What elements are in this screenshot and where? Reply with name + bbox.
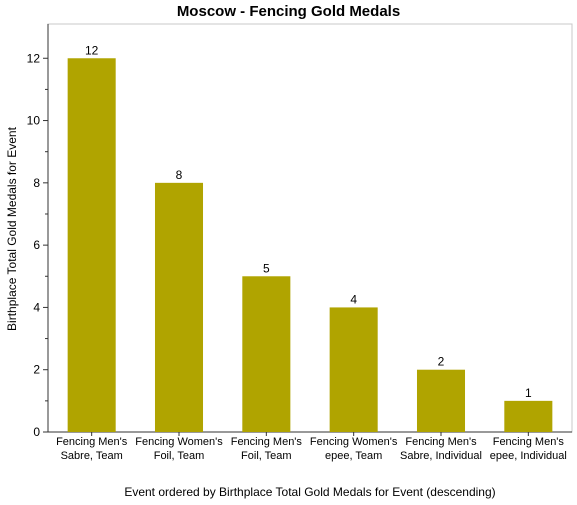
x-tick-label: Fencing Men's (493, 436, 565, 448)
x-tick-label: Fencing Women's (310, 436, 398, 448)
y-tick-label: 10 (27, 114, 41, 128)
bar (154, 182, 204, 432)
bar-value-label: 12 (85, 43, 99, 57)
x-tick-label: epee, Individual (490, 450, 567, 462)
x-tick-label: Foil, Team (154, 450, 205, 462)
bar-value-label: 2 (438, 355, 445, 369)
bar (242, 276, 291, 432)
bar (504, 400, 553, 432)
x-axis-label: Event ordered by Birthplace Total Gold M… (124, 485, 496, 499)
bar (67, 58, 116, 432)
bar-value-label: 5 (263, 261, 270, 275)
y-tick-label: 6 (33, 238, 40, 252)
plot-frame (47, 23, 573, 433)
x-tick-label: Fencing Men's (56, 436, 128, 448)
y-tick-label: 12 (27, 51, 41, 65)
x-tick-label: Fencing Men's (405, 436, 477, 448)
chart-title: Moscow - Fencing Gold Medals (176, 3, 401, 20)
bar (329, 307, 378, 432)
x-tick-label: Sabre, Individual (400, 450, 482, 462)
y-tick-label: 0 (33, 425, 40, 439)
x-tick-label: Foil, Team (241, 450, 292, 462)
y-tick-label: 2 (33, 363, 40, 377)
bar-value-label: 4 (350, 292, 357, 306)
y-tick-label: 8 (33, 176, 40, 190)
y-tick-label: 4 (33, 300, 40, 314)
bar-value-label: 1 (525, 386, 532, 400)
x-tick-label: Fencing Women's (135, 436, 223, 448)
x-tick-label: epee, Team (325, 450, 382, 462)
bar-value-label: 8 (176, 168, 183, 182)
x-tick-label: Sabre, Team (61, 450, 123, 462)
x-tick-label: Fencing Men's (231, 436, 303, 448)
bar (416, 369, 466, 432)
